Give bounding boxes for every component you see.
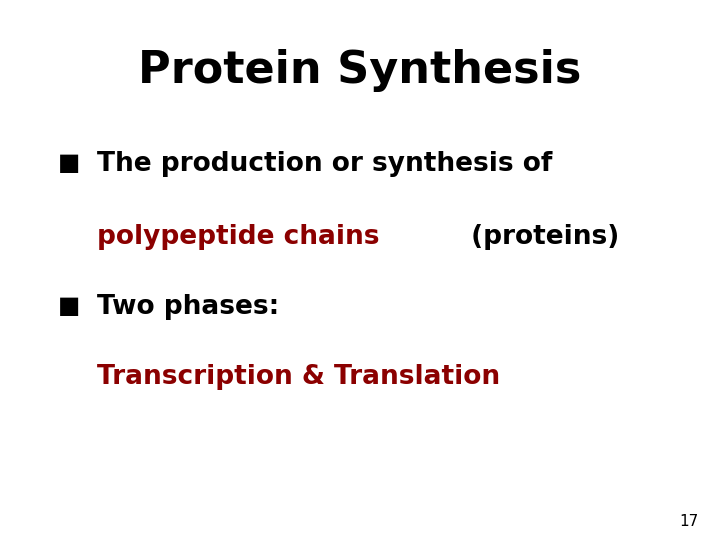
Text: Two phases:: Two phases: — [97, 294, 279, 320]
Text: Transcription & Translation: Transcription & Translation — [97, 364, 500, 390]
Text: ■: ■ — [58, 151, 80, 175]
Text: Protein Synthesis: Protein Synthesis — [138, 49, 582, 92]
Text: polypeptide chains: polypeptide chains — [97, 224, 379, 250]
Text: 17: 17 — [679, 514, 698, 529]
Text: The production or synthesis of: The production or synthesis of — [97, 151, 552, 177]
Text: ■: ■ — [58, 294, 80, 318]
Text: (proteins): (proteins) — [462, 224, 619, 250]
